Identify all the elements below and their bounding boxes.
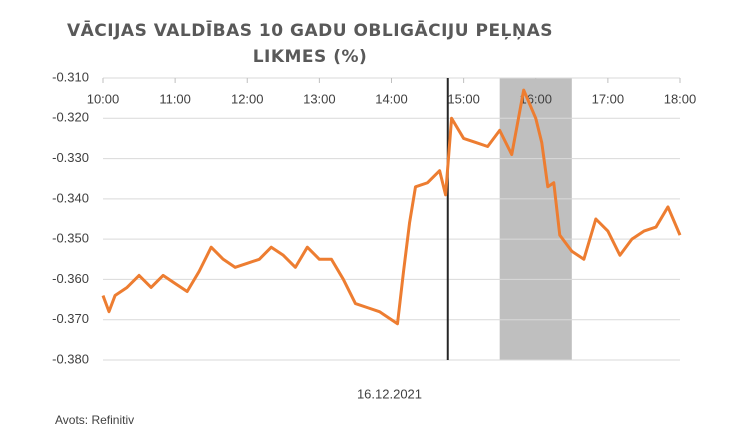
x-tick-label: 10:00 bbox=[87, 91, 120, 106]
y-tick-label: -0.380 bbox=[52, 351, 89, 366]
x-tick-label: 12:00 bbox=[231, 91, 264, 106]
x-tick-label: 11:00 bbox=[159, 91, 191, 106]
chart-title: VĀCIJAS VALDĪBAS 10 GADU OBLIGĀCIJU PEĻŅ… bbox=[66, 21, 554, 67]
y-tick-label: -0.320 bbox=[52, 110, 89, 125]
y-tick-label: -0.330 bbox=[52, 150, 89, 165]
y-tick-label: -0.310 bbox=[52, 69, 89, 84]
y-tick-label: -0.350 bbox=[52, 231, 89, 246]
source-note: Avots: Refinitiv bbox=[55, 413, 135, 427]
x-tick-label: 18:00 bbox=[664, 91, 697, 106]
x-tick-label: 14:00 bbox=[375, 91, 408, 106]
x-tick-label: 13:00 bbox=[303, 91, 336, 106]
shaded-region bbox=[499, 78, 572, 360]
y-tick-label: -0.370 bbox=[52, 311, 89, 326]
y-tick-label: -0.360 bbox=[52, 271, 89, 286]
x-tick-label: 15:00 bbox=[447, 91, 480, 106]
x-tick-label: 17:00 bbox=[592, 91, 625, 106]
x-axis-label: 16.12.2021 bbox=[357, 386, 422, 401]
data-line bbox=[101, 88, 682, 326]
y-tick-label: -0.340 bbox=[52, 190, 89, 205]
